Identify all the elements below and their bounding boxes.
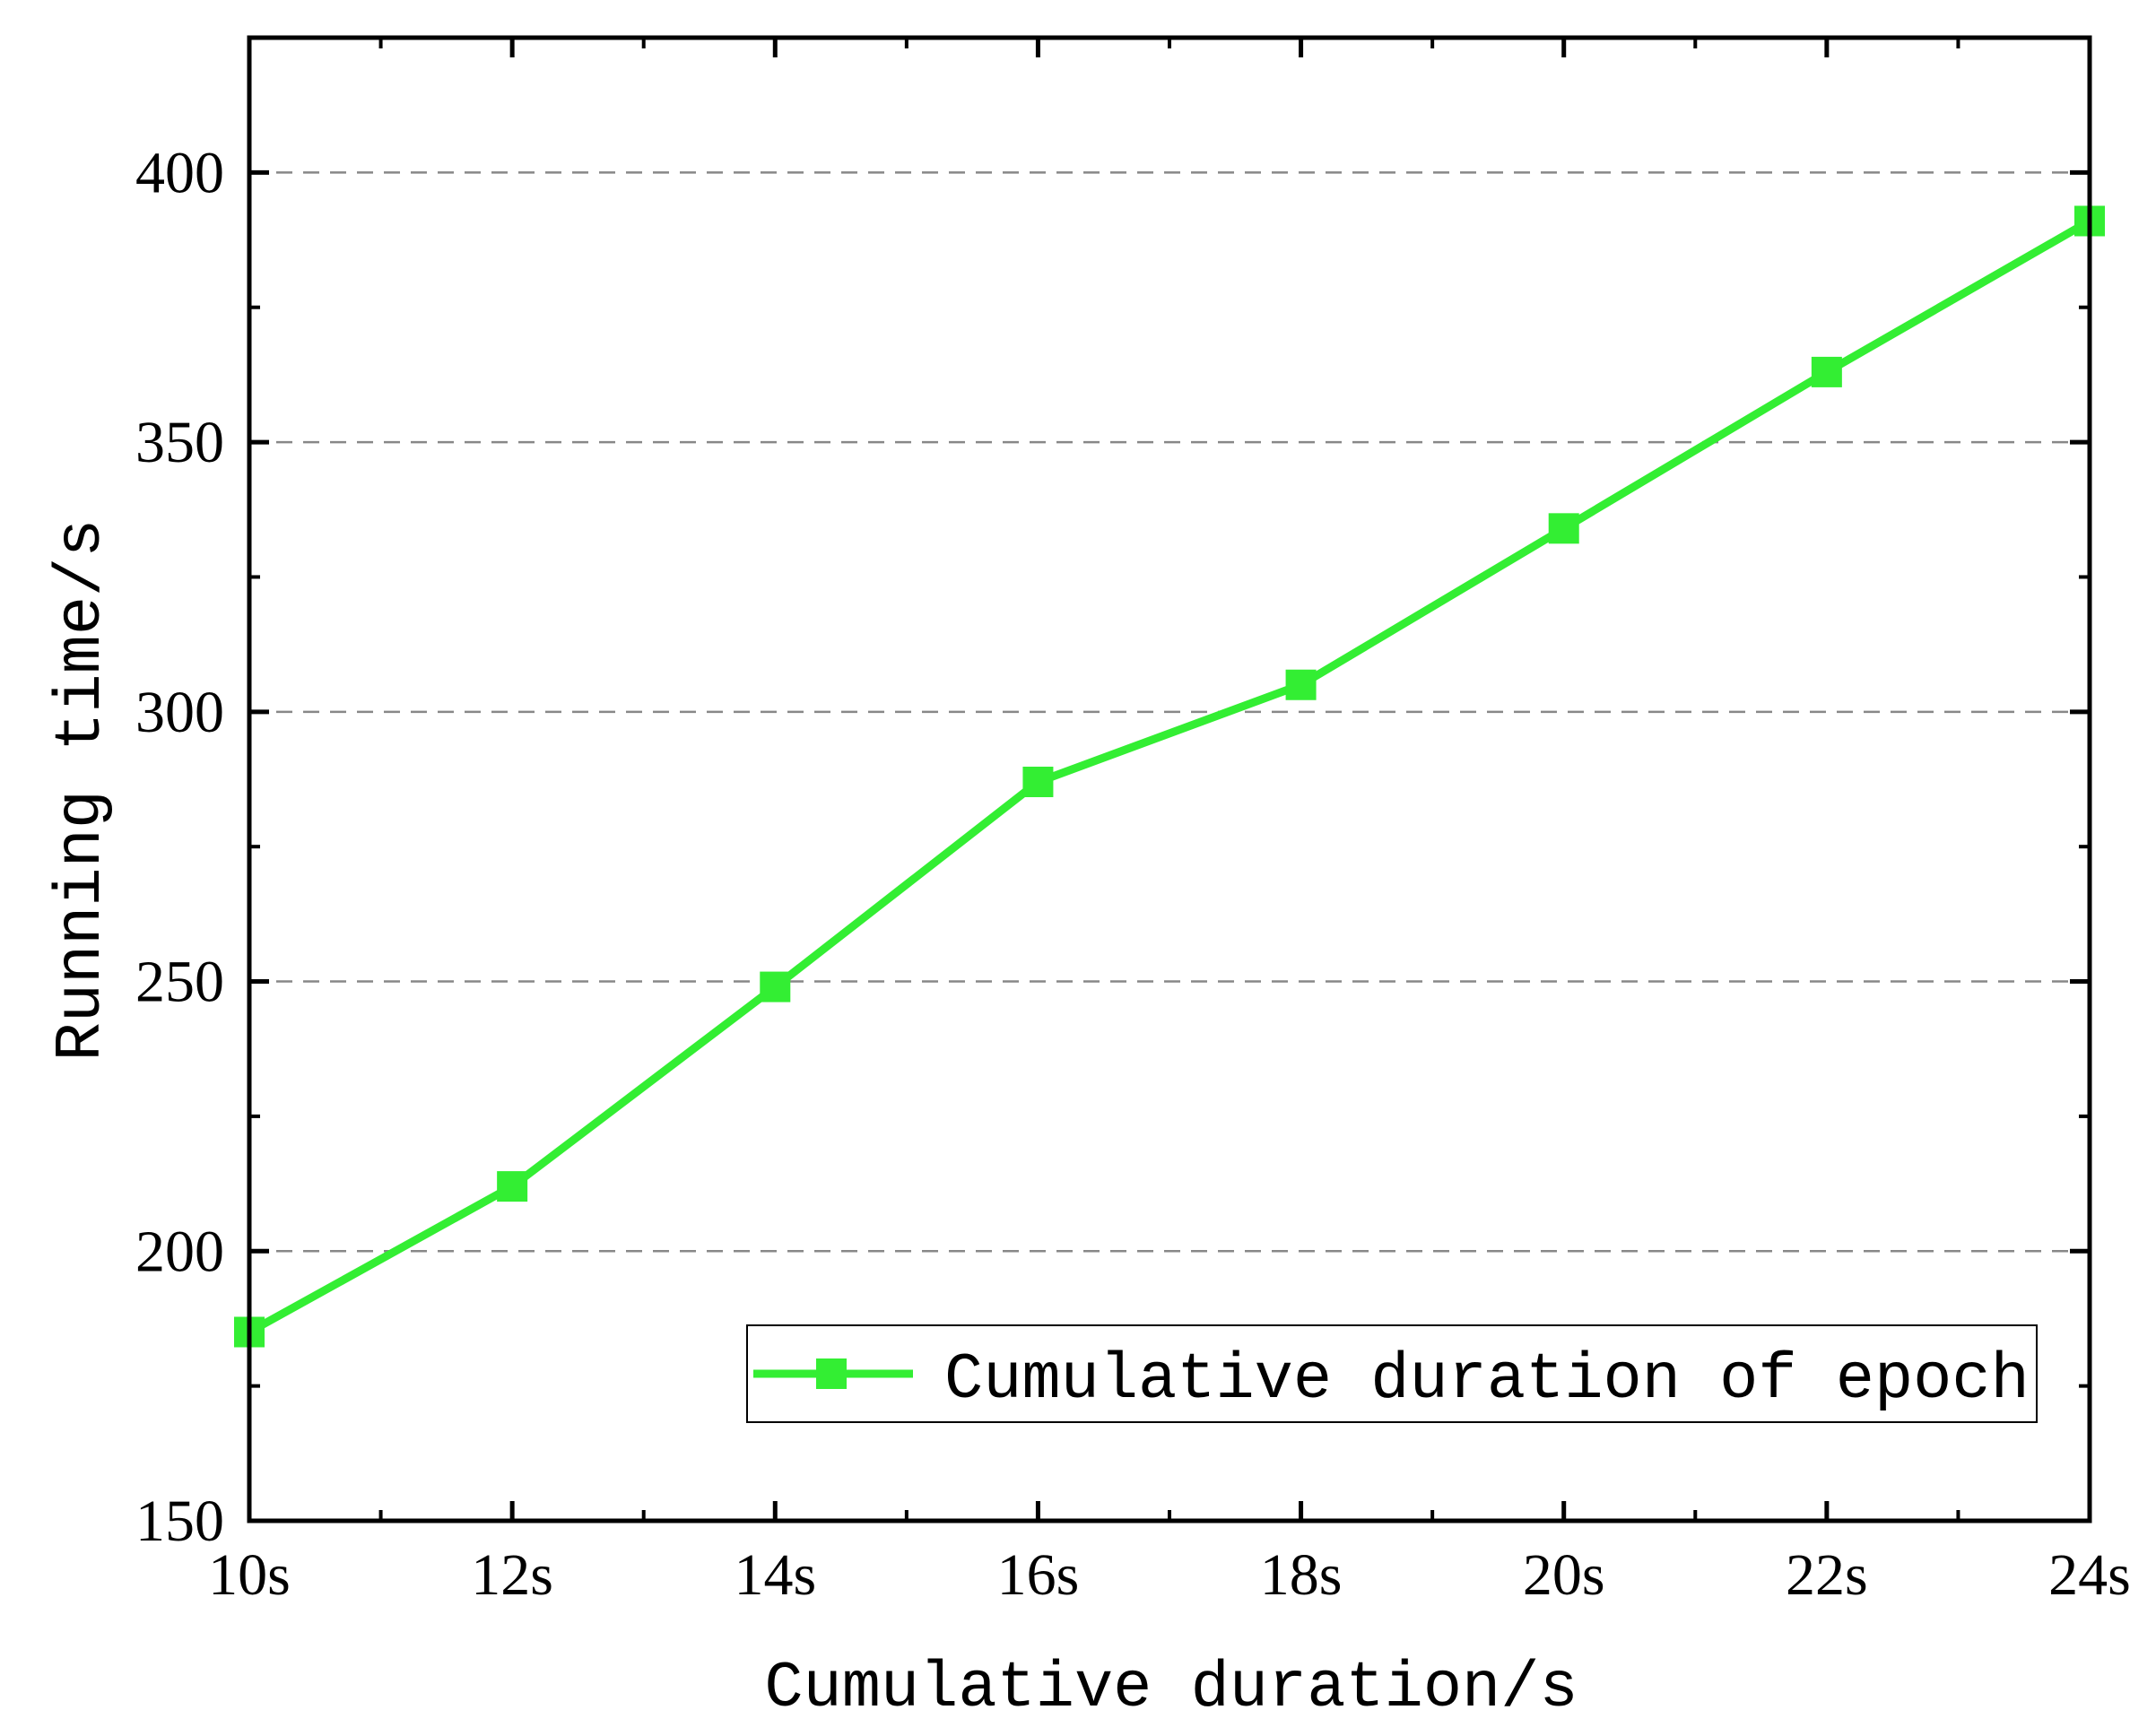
gridlines [249, 171, 2090, 1253]
y-tick-label-350: 350 [135, 410, 224, 475]
x-tick-label-10s: 10s [208, 1542, 291, 1608]
y-axis-title: Running time/s [45, 519, 118, 1062]
data-point-16 [1022, 767, 1054, 798]
x-tick-label-24s: 24s [2048, 1542, 2131, 1608]
series-layer [234, 205, 2105, 1348]
data-point-20 [1548, 513, 1579, 544]
x-tick-label-22s: 22s [1786, 1542, 1868, 1608]
x-tick-label-18s: 18s [1260, 1542, 1343, 1608]
legend-square-marker [816, 1358, 847, 1389]
y-tick-label-200: 200 [135, 1219, 224, 1284]
x-tick-label-12s: 12s [471, 1542, 553, 1608]
x-axis-tick-labels: 10s 12s 14s 16s 18s 20s 22s 24s [208, 1542, 2131, 1608]
y-tick-label-400: 400 [135, 140, 224, 205]
data-point-14 [760, 971, 791, 1003]
x-tick-label-16s: 16s [997, 1542, 1080, 1608]
data-point-22 [1811, 356, 1842, 387]
legend-label: Cumulative duration of epoch [944, 1343, 2030, 1417]
data-point-12 [497, 1171, 528, 1202]
legend: Cumulative duration of epoch [746, 1324, 2038, 1423]
x-tick-label-20s: 20s [1523, 1542, 1605, 1608]
y-tick-label-300: 300 [135, 680, 224, 745]
legend-box [746, 1324, 2038, 1423]
y-axis-tick-labels: 150 200 250 300 350 400 [135, 140, 224, 1554]
x-axis-title: Cumulative duration/s [764, 1652, 1578, 1725]
x-tick-label-14s: 14s [734, 1542, 816, 1608]
series-line-0 [247, 217, 2092, 1336]
y-tick-label-250: 250 [135, 950, 224, 1015]
axis-ticks [247, 38, 2092, 1523]
data-point-18 [1285, 669, 1317, 700]
plot-area-frame [247, 35, 2092, 1523]
y-tick-label-150: 150 [135, 1489, 224, 1554]
